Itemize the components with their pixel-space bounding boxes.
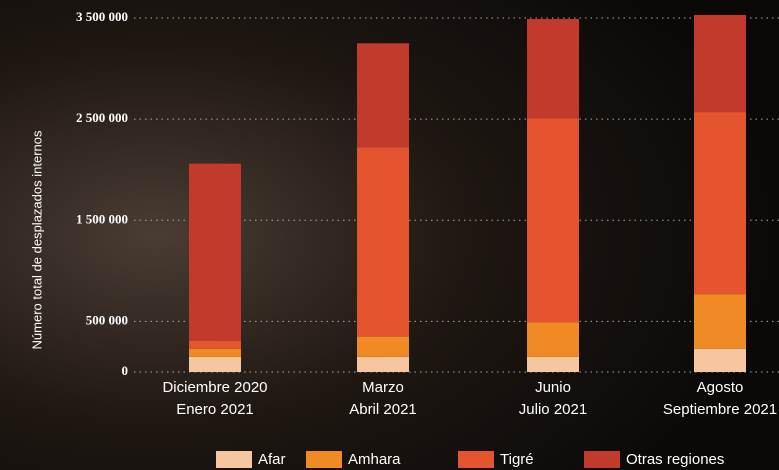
bar-segment — [189, 356, 241, 372]
bar-segment — [527, 322, 579, 357]
legend-label: Amhara — [348, 451, 401, 468]
y-tick-label: 1 500 000 — [76, 211, 128, 226]
legend-label: Tigré — [500, 451, 534, 468]
bar-segment — [357, 147, 409, 337]
x-tick-label: Abril 2021 — [349, 401, 417, 418]
legend-label: Afar — [258, 451, 286, 468]
x-tick-label: Junio — [535, 379, 571, 396]
legend-swatch — [216, 451, 252, 468]
bar-segment — [694, 14, 746, 113]
legend-label: Otras regiones — [626, 451, 724, 468]
legend-swatch — [458, 451, 494, 468]
bar-segment — [189, 348, 241, 357]
bar-segment — [527, 356, 579, 372]
bar-segment — [527, 118, 579, 323]
y-axis-label: Número total de desplazados internos — [29, 130, 44, 349]
x-tick-label: Septiembre 2021 — [663, 401, 777, 418]
x-tick-label: Marzo — [362, 379, 404, 396]
y-tick-label: 2 500 000 — [76, 110, 128, 125]
x-tick-label: Agosto — [697, 379, 744, 396]
y-tick-label: 0 — [122, 363, 129, 378]
bar-segment — [189, 340, 241, 349]
bar-segment — [694, 112, 746, 295]
x-tick-label: Enero 2021 — [176, 401, 254, 418]
y-tick-label: 500 000 — [86, 312, 128, 327]
bar-segment — [357, 336, 409, 357]
x-tick-label: Julio 2021 — [519, 401, 587, 418]
bar-segment — [694, 348, 746, 372]
legend-swatch — [306, 451, 342, 468]
x-tick-label: Diciembre 2020 — [162, 379, 267, 396]
bar-segment — [527, 19, 579, 119]
y-tick-label: 3 500 000 — [76, 9, 128, 24]
bar-segment — [357, 43, 409, 148]
bar-segment — [357, 356, 409, 372]
bar-segment — [694, 294, 746, 349]
bar-segment — [189, 163, 241, 341]
legend-swatch — [584, 451, 620, 468]
